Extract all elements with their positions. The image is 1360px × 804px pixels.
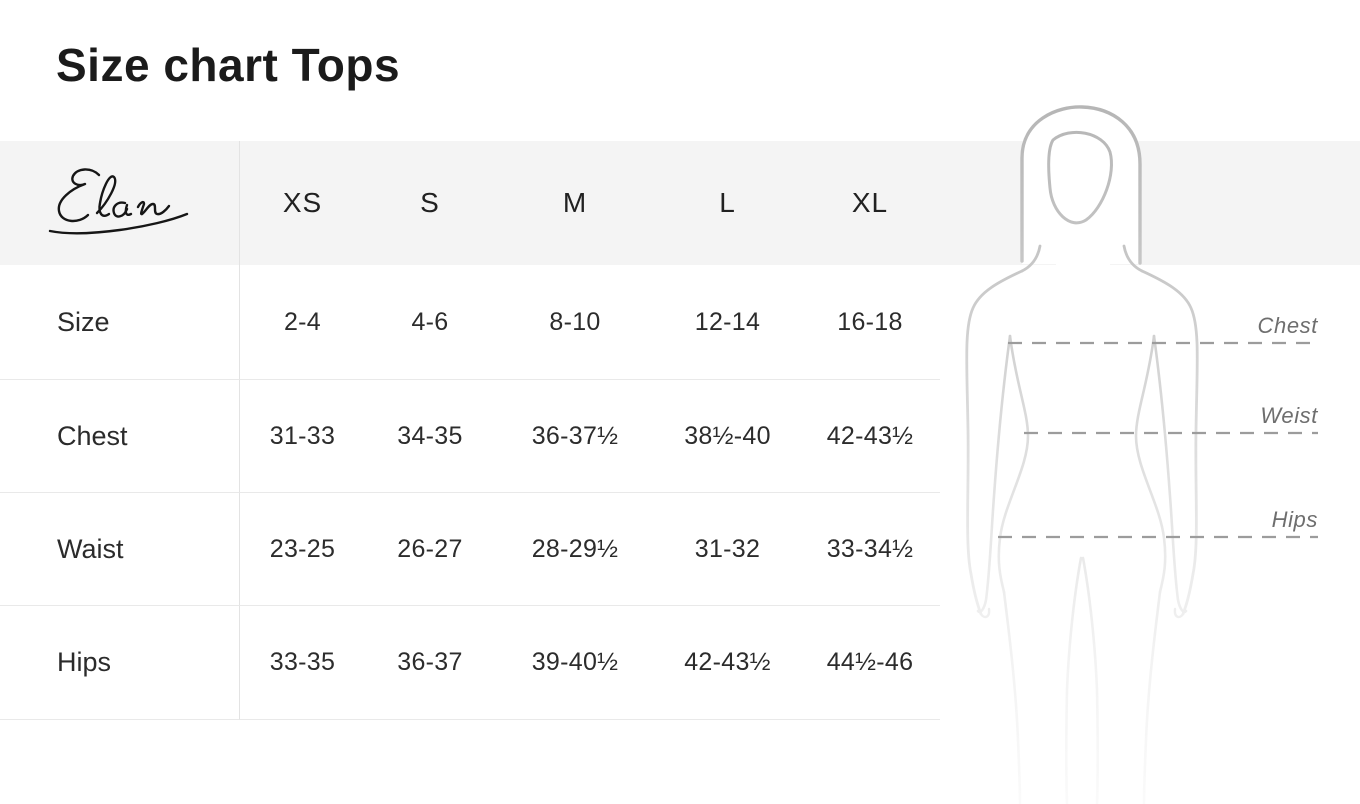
table-cell: 8-10 (495, 265, 655, 380)
table-cell: 34-35 (365, 380, 495, 493)
table-cell: 26-27 (365, 493, 495, 606)
table-cell: 44½-46 (800, 606, 940, 720)
table-cell: 36-37 (365, 606, 495, 720)
table-cell: 28-29½ (495, 493, 655, 606)
table-cell: 23-25 (240, 493, 365, 606)
row-label-chest: Chest (0, 380, 240, 493)
table-cell: 31-32 (655, 493, 800, 606)
table-cell: 42-43½ (800, 380, 940, 493)
table-cell: 2-4 (240, 265, 365, 380)
row-label-size: Size (0, 265, 240, 380)
column-header-m: M (562, 187, 588, 218)
table-cell: 4-6 (365, 265, 495, 380)
column-header-xs: XS (282, 187, 323, 218)
hips-measure-label: Hips (1271, 507, 1318, 532)
figure-neck-fill (1056, 218, 1110, 268)
size-table: Elan XS S M L XL Size 2-4 4-6 8-10 12-14… (0, 141, 940, 720)
table-cell: 36-37½ (495, 380, 655, 493)
brand-logo-cell: Elan (0, 141, 240, 265)
page-title: Size chart Tops (56, 39, 401, 91)
table-cell: 12-14 (655, 265, 800, 380)
measurement-lines (998, 341, 1318, 539)
waist-measure-label: Weist (1260, 403, 1318, 428)
column-header-xl: XL (851, 187, 889, 218)
row-label-waist: Waist (0, 493, 240, 606)
table-cell: 42-43½ (655, 606, 800, 720)
chest-measure-label: Chest (1257, 313, 1318, 338)
column-header-s: S (420, 187, 440, 218)
figure-outline (965, 105, 1199, 804)
table-cell: 33-34½ (800, 493, 940, 606)
brand-logo-signature-icon (48, 168, 188, 235)
table-cell: 31-33 (240, 380, 365, 493)
column-header-l: L (719, 187, 736, 218)
table-cell: 38½-40 (655, 380, 800, 493)
row-label-hips: Hips (0, 606, 240, 720)
table-cell: 33-35 (240, 606, 365, 720)
table-cell: 16-18 (800, 265, 940, 380)
body-figure-illustration (965, 105, 1199, 804)
table-cell: 39-40½ (495, 606, 655, 720)
